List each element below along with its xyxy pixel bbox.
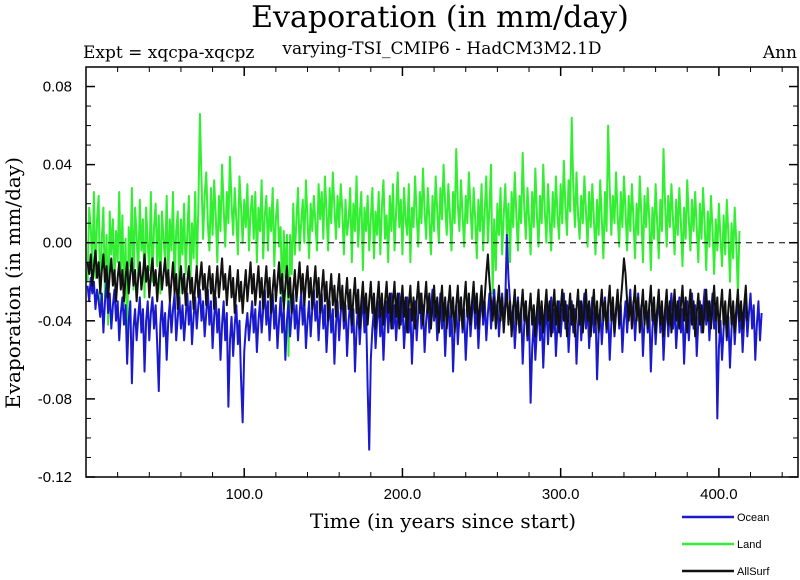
x-tick-label: 200.0 <box>384 486 422 503</box>
chart-title: Evaporation (in mm/day) <box>251 0 629 35</box>
legend: Ocean Land AllSurf <box>682 512 770 578</box>
legend-label-ocean: Ocean <box>737 512 769 524</box>
y-axis-label: Evaporation (in mm/day) <box>1 157 25 409</box>
experiment-label: Expt = xqcpa-xqcpz <box>83 43 254 63</box>
y-tick-label: -0.04 <box>38 313 72 330</box>
y-tick-label: -0.12 <box>38 469 72 486</box>
y-tick-label: 0.08 <box>43 79 72 96</box>
x-axis-label: Time (in years since start) <box>310 509 576 533</box>
y-tick-label: 0.04 <box>43 157 72 174</box>
series-line-land <box>86 112 741 357</box>
period-label: Ann <box>762 43 797 63</box>
legend-label-land: Land <box>737 539 761 551</box>
series-line-allsurf <box>86 249 749 338</box>
legend-label-allsurf: AllSurf <box>737 566 770 578</box>
y-tick-label: 0.00 <box>43 235 72 252</box>
model-label: varying-TSI_CMIP6 - HadCM3M2.1D <box>281 39 601 59</box>
series-layer <box>86 112 763 451</box>
x-tick-label: 300.0 <box>542 486 580 503</box>
plot-frame <box>85 66 799 478</box>
x-tick-label: 400.0 <box>700 486 738 503</box>
x-tick-label: 100.0 <box>225 486 263 503</box>
y-tick-label: -0.08 <box>38 391 72 408</box>
axis-ticks: -0.12 -0.08 -0.04 0.00 0.04 0.08 100.0 200.0 300… <box>38 66 798 503</box>
